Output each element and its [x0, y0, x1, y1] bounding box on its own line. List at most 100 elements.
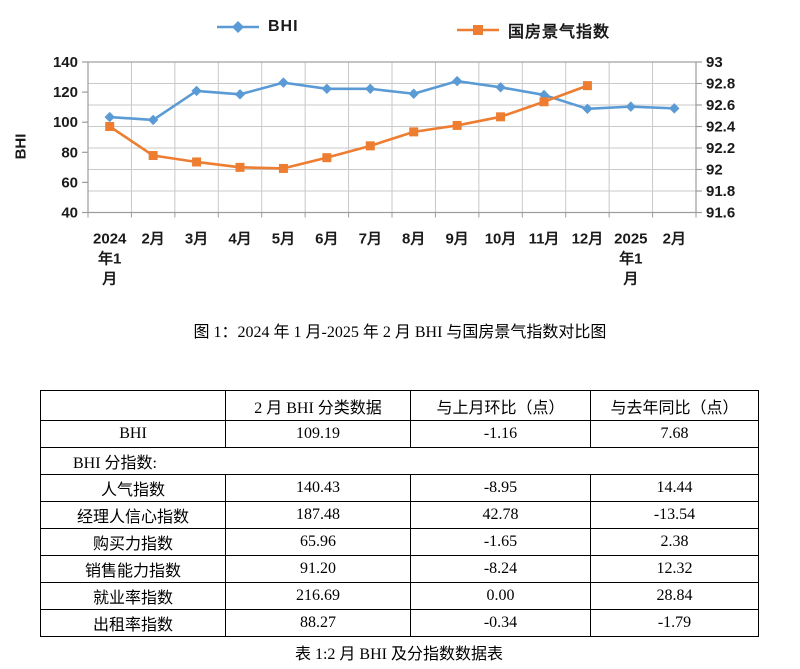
square-marker-icon	[192, 157, 202, 167]
square-marker-icon	[148, 151, 158, 161]
header-mom: 与上月环比（点）	[410, 390, 591, 421]
right-axis-tick-labels: 91.6 91.8 92 92.2 92.4 92.6 92.8 93	[696, 54, 736, 222]
square-marker-icon	[235, 162, 245, 172]
figure-caption: 图 1：2024 年 1 月-2025 年 2 月 BHI 与国房景气指数对比图	[193, 324, 607, 341]
line-chart: 40 60 80 100 120 140 91.6 91.8 92 92.2 92.4 92.6 92.…	[53, 54, 736, 288]
cell-value: 109.19	[225, 420, 411, 448]
row-label: 经理人信心指数	[40, 501, 226, 529]
x-label-4月: 4月	[228, 231, 251, 248]
table-row-jinglixinxin: 经理人信心指数 187.48 42.78 -13.54	[40, 501, 759, 529]
square-marker-icon	[105, 122, 115, 131]
cell-yoy: 14.44	[590, 474, 759, 502]
x-label-3月: 3月	[185, 231, 208, 248]
x-label-9月: 9月	[445, 231, 468, 248]
table-row-xiaoshou: 销售能力指数 91.20 -8.24 12.32	[40, 555, 759, 583]
row-label: 就业率指数	[40, 582, 226, 610]
header-yoy: 与去年同比（点）	[590, 390, 759, 421]
row-label: 人气指数	[40, 474, 226, 502]
diamond-marker-icon	[625, 101, 637, 112]
diamond-marker-icon	[451, 75, 463, 87]
x-label-7月: 7月	[359, 231, 382, 248]
cell-yoy: 28.84	[590, 582, 759, 610]
legend-item-guofang-index: 国房景气指数	[456, 18, 610, 42]
row-label: 购买力指数	[40, 528, 226, 556]
square-marker-icon	[582, 81, 592, 91]
row-label: 销售能力指数	[40, 555, 226, 583]
x-axis-category-labels: 2024 年1 月 2月 3月 4月 5月 6月 7月 8月 9月 10月 11月 12月 2025 年1 月 2…	[93, 231, 686, 288]
diamond-marker-icon	[669, 103, 680, 114]
diamond-marker-icon	[104, 111, 115, 123]
svg-text:92.8: 92.8	[706, 76, 735, 93]
cell-yoy: -1.79	[590, 609, 759, 637]
square-marker-icon	[278, 163, 288, 173]
diamond-marker-icon	[582, 103, 593, 115]
bhi-line-marker-icon	[217, 21, 259, 33]
square-marker-icon	[496, 112, 506, 122]
diamond-marker-icon	[191, 85, 202, 97]
plot-border	[87, 61, 697, 214]
table-row-chuzulv: 出租率指数 88.27 -0.34 -1.79	[40, 609, 759, 637]
diamond-marker-icon	[278, 77, 289, 88]
legend-item-bhi: BHI	[216, 18, 299, 36]
square-marker-icon	[409, 127, 419, 137]
guofang-line-marker-icon	[457, 25, 499, 35]
header-empty-cell	[40, 390, 226, 421]
cell-mom: -1.16	[410, 420, 591, 448]
cell-mom: -0.34	[410, 609, 591, 637]
header-feb-data: 2 月 BHI 分类数据	[225, 390, 411, 421]
x-label-2月: 2月	[663, 231, 686, 248]
x-label-2月: 2月	[141, 231, 164, 248]
diamond-marker-icon	[234, 89, 246, 100]
x-label-10月: 10月	[485, 231, 517, 248]
table-row-renqi: 人气指数 140.43 -8.95 14.44	[40, 474, 759, 502]
cell-value: 88.27	[225, 609, 411, 637]
cell-yoy: -13.54	[590, 501, 759, 529]
diamond-marker-icon	[321, 83, 333, 94]
legend-label-guofang-index: 国房景气指数	[508, 24, 611, 41]
cell-yoy: 2.38	[590, 528, 759, 556]
cell-value: 216.69	[225, 582, 411, 610]
cell-mom: 42.78	[410, 501, 591, 529]
cell-value: 140.43	[225, 474, 411, 502]
x-label-2025年1月: 2025 年1 月	[614, 231, 647, 288]
section-label: BHI 分指数:	[40, 447, 759, 475]
x-label-2024年1月: 2024 年1 月	[93, 231, 127, 288]
svg-text:100: 100	[53, 114, 78, 131]
svg-text:92.2: 92.2	[706, 140, 735, 157]
x-label-6月: 6月	[315, 231, 338, 248]
series-bhi	[104, 75, 680, 126]
cell-mom: -8.95	[410, 474, 591, 502]
cell-yoy: 12.32	[590, 555, 759, 583]
x-label-8月: 8月	[402, 231, 425, 248]
svg-text:80: 80	[61, 144, 78, 161]
row-label: BHI	[40, 420, 226, 448]
square-marker-icon	[539, 97, 549, 107]
table-row-bhi: BHI 109.19 -1.16 7.68	[40, 420, 759, 448]
table-header-row: 2 月 BHI 分类数据 与上月环比（点） 与去年同比（点）	[40, 390, 759, 421]
cell-mom: -1.65	[410, 528, 591, 556]
x-label-5月: 5月	[272, 231, 295, 248]
cell-mom: -8.24	[410, 555, 591, 583]
svg-text:93: 93	[706, 54, 723, 71]
bhi-data-table: 2 月 BHI 分类数据 与上月环比（点） 与去年同比（点） BHI 109.1…	[40, 390, 759, 637]
square-marker-icon	[452, 120, 462, 130]
svg-text:91.8: 91.8	[706, 183, 735, 200]
svg-text:92: 92	[706, 162, 723, 179]
diamond-marker-icon	[408, 88, 419, 99]
diamond-marker-icon	[365, 83, 376, 94]
cell-value: 187.48	[225, 501, 411, 529]
table-row-jiuyelv: 就业率指数 216.69 0.00 28.84	[40, 582, 759, 610]
table-row-goumaili: 购买力指数 65.96 -1.65 2.38	[40, 528, 759, 556]
cell-value: 91.20	[225, 555, 411, 583]
row-label: 出租率指数	[40, 609, 226, 637]
square-marker-icon	[322, 153, 332, 163]
x-label-12月: 12月	[572, 231, 604, 248]
svg-text:91.6: 91.6	[706, 205, 735, 222]
square-marker-icon	[365, 141, 375, 151]
series-line	[109, 79, 675, 122]
svg-text:120: 120	[53, 84, 78, 101]
svg-text:140: 140	[53, 54, 78, 71]
legend-label-bhi: BHI	[268, 18, 299, 35]
x-label-11月: 11月	[529, 231, 560, 248]
